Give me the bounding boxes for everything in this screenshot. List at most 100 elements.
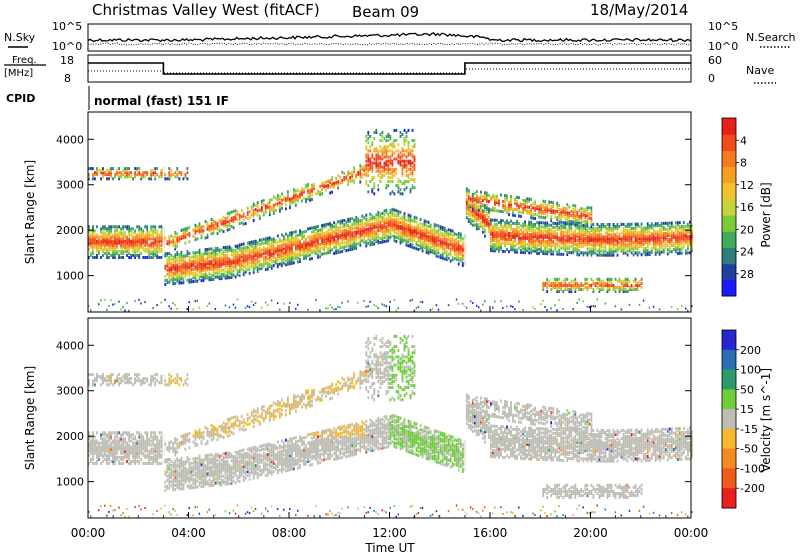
power-cell [401,219,404,223]
power-cell [508,237,510,241]
power-cell [554,246,557,250]
power-cell [389,176,392,179]
power-cell [234,255,237,258]
power-cell [260,205,263,209]
power-cell [522,209,524,212]
power-cell [305,246,307,250]
power-cell [506,239,508,243]
power-cell [500,231,502,235]
power-cell [341,170,344,174]
power-cell [652,230,655,234]
power-cell [266,265,269,269]
power-cell [144,256,147,259]
power-cell [90,235,92,239]
power-cell [379,222,382,226]
power-cell [220,268,223,272]
power-cell [530,241,532,245]
power-cell [158,239,161,243]
power-cell [646,228,649,232]
power-cell [542,281,545,285]
power-cell [114,247,116,251]
power-cell [204,276,207,280]
power-cell [248,243,251,247]
power-cell [413,186,416,190]
power-cell [226,268,229,272]
power-cell [170,240,173,244]
power-cell [100,229,102,233]
power-cell [317,233,319,237]
power-cell [381,224,384,228]
power-cell [252,268,255,272]
power-cell [299,196,301,200]
power-cell [134,175,136,179]
power-cell [642,243,645,246]
power-cell [242,222,245,226]
power-cell [498,231,500,235]
power-cell [482,226,484,230]
power-cell [576,239,579,242]
power-cell [208,264,211,267]
power-cell [441,232,444,236]
power-cell [570,224,573,228]
power-cell [146,241,149,245]
power-cell [540,247,542,251]
power-cell [486,199,488,203]
power-cell [156,243,159,247]
power-cell [405,231,408,235]
power-cell [622,233,625,237]
power-cell [550,207,553,210]
power-cell [393,169,396,173]
power-cell [608,288,611,291]
power-cell [196,257,199,261]
power-cell [441,242,444,246]
power-cell [538,243,540,247]
power-cell [640,232,643,236]
power-cell [242,218,245,222]
power-cell [506,225,508,229]
power-cell [182,232,185,236]
power-cell [198,259,201,262]
power-cell [590,283,593,287]
power-cell [130,245,132,249]
power-cell [383,225,386,229]
power-cell [413,167,416,171]
power-cell [363,230,366,234]
power-cell [624,245,627,249]
power-cell [317,239,319,243]
power-cell [405,131,408,134]
power-cell [500,221,502,225]
power-cell [375,163,378,167]
power-cell [473,219,476,223]
power-cell [317,253,319,257]
nsky-tick-high: 10^5 [52,20,82,33]
power-cell [174,257,177,261]
power-cell [174,261,177,265]
power-cell [586,247,589,251]
power-cell [490,247,492,251]
power-cell [375,157,378,161]
power-cell [258,242,261,246]
power-cell [216,252,219,256]
power-cell [222,221,225,225]
power-cell [254,239,257,243]
power-cell [226,224,229,228]
power-cell [246,241,249,245]
power-cell [144,241,147,245]
power-cell [289,233,291,237]
power-cell [367,223,370,227]
power-cell [208,247,211,251]
power-cell [369,243,372,247]
power-cell [291,251,293,255]
power-cell [409,151,412,155]
power-cell [373,215,376,219]
power-cell [303,257,305,260]
power-cell [512,248,514,252]
power-cell [268,198,271,202]
power-cell [660,240,663,244]
power-cell [216,221,219,225]
power-cell [389,211,392,215]
power-cell [622,247,625,251]
power-cell [492,230,494,234]
power-cell [572,230,575,234]
power-cell [228,227,231,231]
